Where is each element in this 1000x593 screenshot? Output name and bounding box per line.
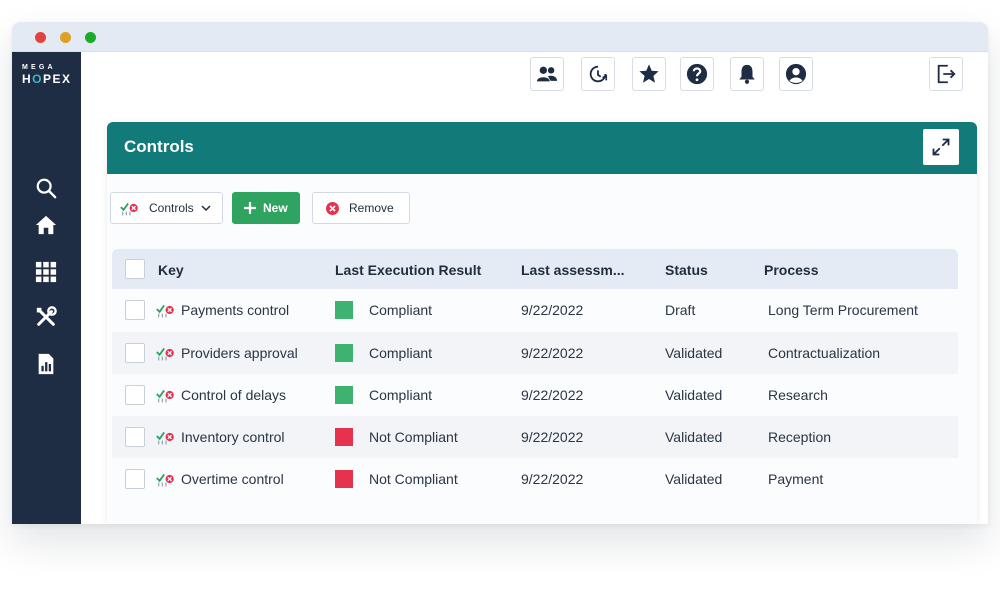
row-result: Compliant xyxy=(369,302,433,318)
result-status-swatch xyxy=(335,386,353,404)
logo-h: H xyxy=(22,72,33,86)
row-key[interactable]: Providers approval xyxy=(181,345,298,361)
apps-grid-icon[interactable] xyxy=(34,260,58,284)
result-status-swatch xyxy=(335,344,353,362)
search-icon[interactable] xyxy=(34,176,58,200)
control-item-icon xyxy=(156,431,174,445)
control-item-icon xyxy=(156,389,174,403)
panel-header: Controls xyxy=(107,122,977,174)
row-checkbox[interactable] xyxy=(125,343,145,363)
panel-title: Controls xyxy=(124,137,194,156)
table-row[interactable]: Overtime control Not Compliant 9/22/2022 Va… xyxy=(112,458,958,500)
panel-body: Controls New Remove Key Last Execution R… xyxy=(107,174,977,524)
plus-icon xyxy=(244,202,256,214)
help-icon xyxy=(686,63,708,85)
row-process: Contractualization xyxy=(768,345,881,361)
row-key[interactable]: Payments control xyxy=(181,302,290,318)
row-process: Reception xyxy=(768,429,832,445)
row-status: Draft xyxy=(665,302,696,318)
history-button[interactable] xyxy=(581,57,615,91)
row-status: Validated xyxy=(665,429,723,445)
row-process: Payment xyxy=(768,471,824,487)
row-result: Not Compliant xyxy=(369,429,458,445)
table-row[interactable]: Providers approval Compliant 9/22/2022 Vali… xyxy=(112,332,958,374)
bell-icon xyxy=(739,64,755,84)
result-status-swatch xyxy=(335,301,353,319)
table-header: Key Last Execution Result Last assessm..… xyxy=(112,249,958,289)
controls-panel: Controls Controls New xyxy=(107,122,977,524)
row-key[interactable]: Overtime control xyxy=(181,471,284,487)
row-checkbox[interactable] xyxy=(125,427,145,447)
account-icon xyxy=(785,63,807,85)
column-header-last-execution-result[interactable]: Last Execution Result xyxy=(335,262,482,278)
app-window: MEGA HOPEX xyxy=(12,22,988,524)
table-row[interactable]: Inventory control Not Compliant 9/22/2022 V… xyxy=(112,416,958,458)
logout-button[interactable] xyxy=(929,57,963,91)
window-minimize-button[interactable] xyxy=(60,32,71,43)
controls-dropdown[interactable]: Controls xyxy=(110,192,223,224)
select-all-checkbox[interactable] xyxy=(125,259,145,279)
row-checkbox[interactable] xyxy=(125,385,145,405)
row-result: Compliant xyxy=(369,345,433,361)
logo-hopex: HOPEX xyxy=(22,72,76,86)
users-button[interactable] xyxy=(530,57,564,91)
history-icon xyxy=(589,65,608,83)
logo-mega: MEGA xyxy=(22,64,56,71)
favorites-button[interactable] xyxy=(632,57,666,91)
remove-button-label: Remove xyxy=(349,201,394,215)
window-close-button[interactable] xyxy=(35,32,46,43)
remove-icon xyxy=(326,201,339,215)
logo-pex: PEX xyxy=(43,72,72,86)
tools-icon[interactable] xyxy=(34,305,58,329)
control-item-icon xyxy=(156,304,174,318)
row-last-assessment: 9/22/2022 xyxy=(521,345,584,361)
row-status: Validated xyxy=(665,471,723,487)
row-process: Research xyxy=(768,387,828,403)
row-last-assessment: 9/22/2022 xyxy=(521,302,584,318)
sidebar: MEGA HOPEX xyxy=(12,52,81,524)
result-status-swatch xyxy=(335,470,353,488)
control-item-icon xyxy=(156,347,174,361)
notifications-button[interactable] xyxy=(730,57,764,91)
window-titlebar xyxy=(12,22,988,52)
row-status: Validated xyxy=(665,345,723,361)
logo-o: O xyxy=(32,72,44,86)
controls-icon xyxy=(120,202,138,216)
row-checkbox[interactable] xyxy=(125,300,145,320)
users-icon xyxy=(536,66,558,82)
report-icon[interactable] xyxy=(34,352,58,376)
controls-dropdown-label: Controls xyxy=(149,201,194,215)
brand-logo: MEGA HOPEX xyxy=(22,64,76,86)
column-header-process[interactable]: Process xyxy=(764,262,819,278)
column-header-status[interactable]: Status xyxy=(665,262,708,278)
expand-button[interactable] xyxy=(923,129,959,165)
row-last-assessment: 9/22/2022 xyxy=(521,471,584,487)
row-status: Validated xyxy=(665,387,723,403)
help-button[interactable] xyxy=(680,57,714,91)
expand-icon xyxy=(932,138,950,156)
control-item-icon xyxy=(156,473,174,487)
column-header-last-assessment[interactable]: Last assessm... xyxy=(521,262,625,278)
table-row[interactable]: Control of delays Compliant 9/22/2022 Valid… xyxy=(112,374,958,416)
row-process: Long Term Procurement xyxy=(768,302,918,318)
new-button-label: New xyxy=(263,201,288,215)
table-row[interactable]: Payments control Compliant 9/22/2022 Draft L… xyxy=(112,289,958,331)
chevron-down-icon xyxy=(201,205,211,211)
column-header-key[interactable]: Key xyxy=(158,262,184,278)
row-key[interactable]: Inventory control xyxy=(181,429,285,445)
result-status-swatch xyxy=(335,428,353,446)
home-icon[interactable] xyxy=(34,213,58,237)
row-last-assessment: 9/22/2022 xyxy=(521,429,584,445)
row-last-assessment: 9/22/2022 xyxy=(521,387,584,403)
logout-icon xyxy=(937,64,956,84)
account-button[interactable] xyxy=(779,57,813,91)
star-icon xyxy=(639,64,659,83)
row-result: Compliant xyxy=(369,387,433,403)
remove-button[interactable]: Remove xyxy=(312,192,410,224)
row-key[interactable]: Control of delays xyxy=(181,387,287,403)
row-result: Not Compliant xyxy=(369,471,458,487)
row-checkbox[interactable] xyxy=(125,469,145,489)
window-maximize-button[interactable] xyxy=(85,32,96,43)
new-button[interactable]: New xyxy=(232,192,300,224)
